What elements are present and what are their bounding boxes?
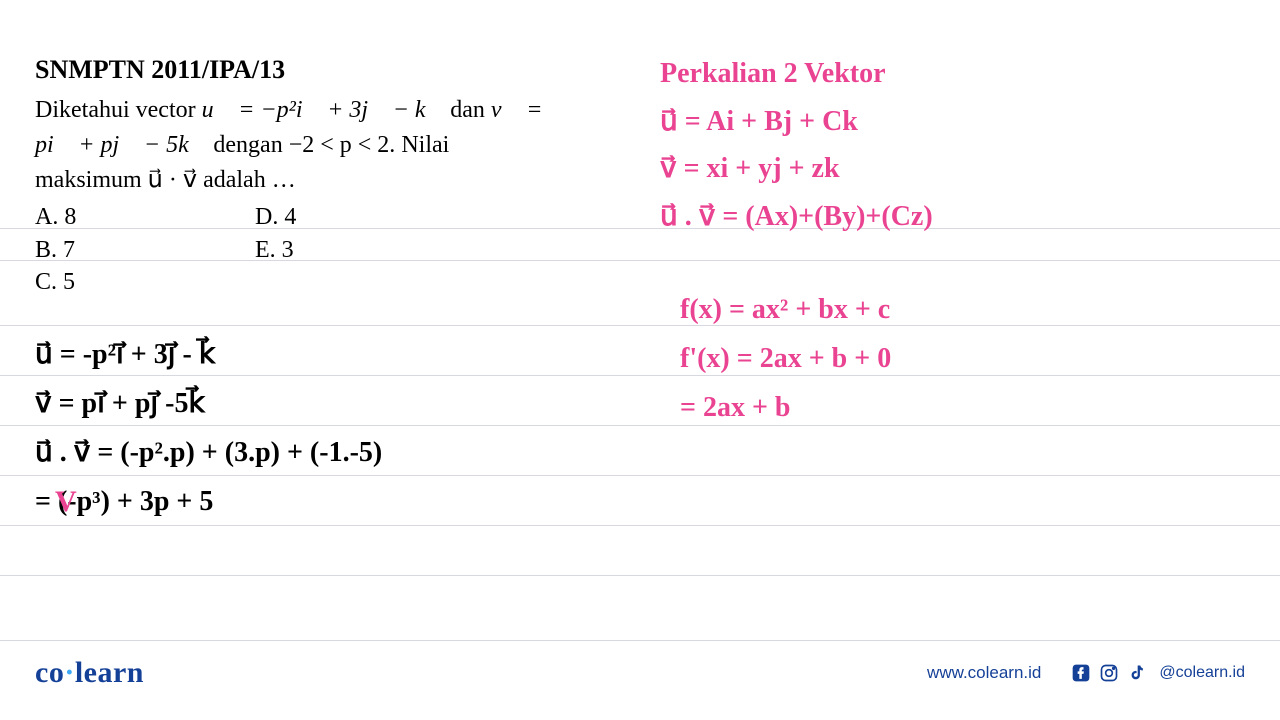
pink-notes-mid: f(x) = ax² + bx + c f'(x) = 2ax + b + 0 … [680,285,891,432]
text-nilai: Nilai [395,132,449,158]
logo-dot: · [64,656,75,689]
option-a: A. 8 [35,201,255,233]
facebook-icon [1071,663,1091,683]
logo-co: co [35,656,64,689]
black-handwriting: u⃗ = -p²i⃗ + 3j⃗ - k⃗ v⃗ = pi⃗ + pj⃗ -5k… [35,330,382,526]
bh-line-2: v⃗ = pi⃗ + pj⃗ -5k⃗ [35,379,382,428]
v-equation-start: v⃗ = [491,97,543,123]
option-c: C. 5 [35,266,255,298]
footer: co·learn www.colearn.id @colearn.id [0,656,1280,690]
u-equation: u⃗ = −p²i⃗ + 3j⃗ − k⃗ [202,97,445,123]
social-icons: @colearn.id [1071,663,1245,683]
text-dengan: dengan [207,132,288,158]
option-b: B. 7 [35,234,255,266]
v-equation-cont: pi⃗ + pj⃗ − 5k⃗ [35,132,207,158]
options-block: A. 8 D. 4 B. 7 E. 3 C. 5 [35,201,635,298]
option-d: D. 4 [255,201,296,233]
text-dan: dan [444,97,491,123]
tiktok-icon [1127,663,1147,683]
problem-block: SNMPTN 2011/IPA/13 Diketahui vector u⃗ =… [35,55,635,299]
bh-line-4: = (-p³) + 3p + 5 [35,477,382,526]
problem-text: Diketahui vector u⃗ = −p²i⃗ + 3j⃗ − k⃗ d… [35,93,635,197]
logo-learn: learn [75,656,144,689]
bh-line-3: u⃗ . v⃗ = (-p².p) + (3.p) + (-1.-5) [35,428,382,477]
text-prefix: Diketahui vector [35,97,202,123]
option-e: E. 3 [255,234,294,266]
pink-notes-top: Perkalian 2 Vektor u⃗ = Ai + Bj + Ck v⃗ … [660,50,933,240]
line3-text: maksimum u⃗ · v⃗ adalah … [35,167,296,193]
pink-v-mark: V [55,485,77,519]
logo: co·learn [35,656,144,690]
instagram-icon [1099,663,1119,683]
pink-line-2: u⃗ = Ai + Bj + Ck [660,98,933,146]
pink-line-4: u⃗ . v⃗ = (Ax)+(By)+(Cz) [660,193,933,241]
pink-line-3: v⃗ = xi + yj + zk [660,145,933,193]
social-handle: @colearn.id [1159,664,1245,682]
problem-title: SNMPTN 2011/IPA/13 [35,55,635,85]
footer-url: www.colearn.id [927,663,1041,683]
pink-mid-3: = 2ax + b [680,383,891,432]
pink-mid-2: f'(x) = 2ax + b + 0 [680,334,891,383]
pink-mid-1: f(x) = ax² + bx + c [680,285,891,334]
bh-line-1: u⃗ = -p²i⃗ + 3j⃗ - k⃗ [35,330,382,379]
range-text: −2 < p < 2. [289,132,396,158]
pink-line-1: Perkalian 2 Vektor [660,50,933,98]
